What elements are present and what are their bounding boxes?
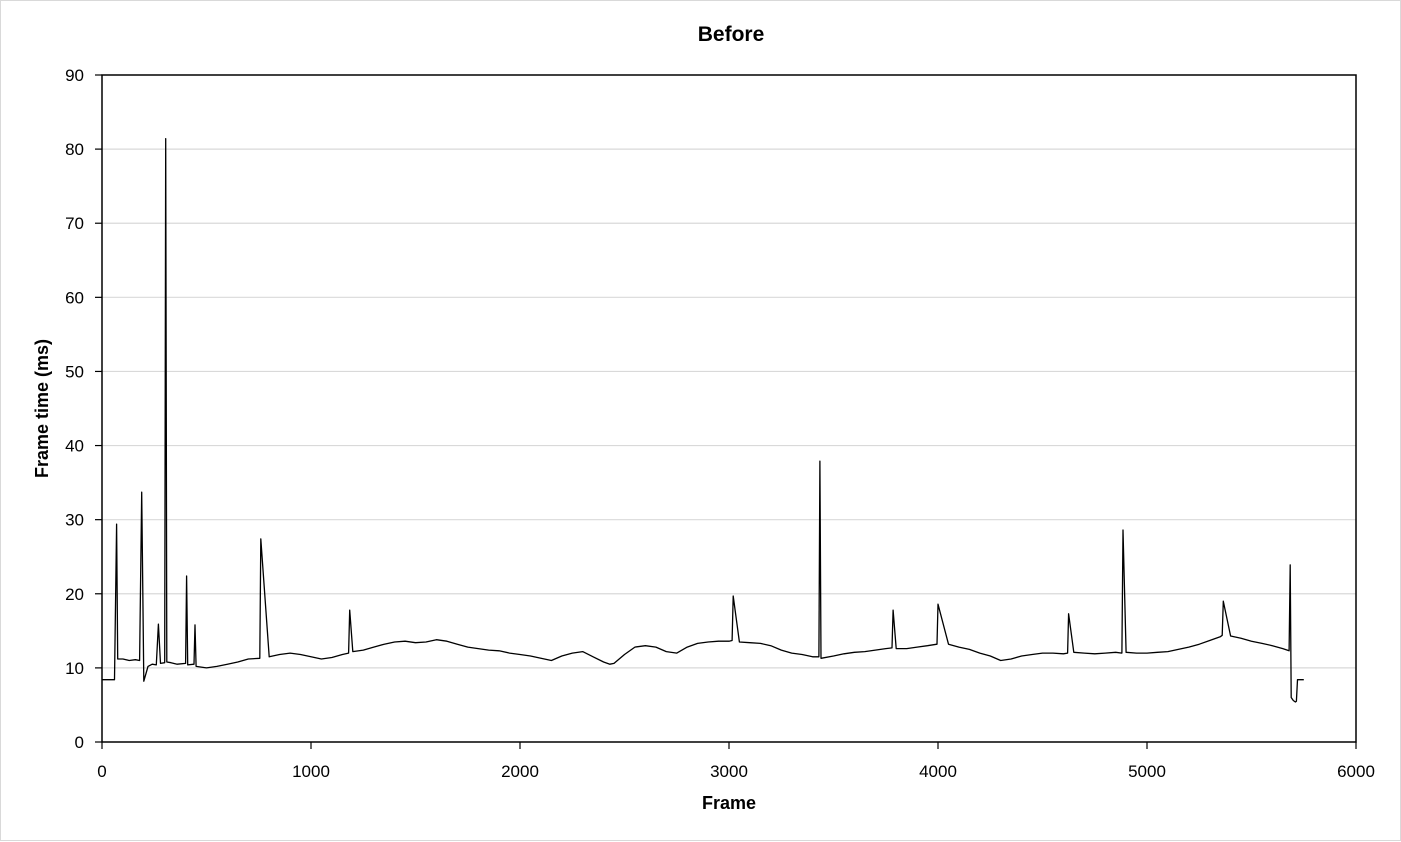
y-axis-title: Frame time (ms) [32, 339, 52, 478]
x-axis-title: Frame [702, 793, 756, 813]
x-tick-label: 6000 [1337, 762, 1375, 781]
y-axis-ticks: 0 10 20 30 40 50 60 70 80 90 [65, 66, 102, 752]
y-tick-label: 70 [65, 214, 84, 233]
x-tick-label: 2000 [501, 762, 539, 781]
y-tick-label: 60 [65, 288, 84, 307]
y-tick-label: 80 [65, 140, 84, 159]
grid-layer [102, 148, 1356, 669]
y-tick-label: 50 [65, 362, 84, 381]
y-tick-label: 20 [65, 585, 84, 604]
y-tick-label: 90 [65, 66, 84, 85]
series-layer [102, 138, 1304, 703]
y-tick-label: 0 [75, 733, 84, 752]
series-line [102, 138, 1304, 703]
plot-area-border [101, 74, 1357, 743]
y-tick-label: 10 [65, 659, 84, 678]
x-axis-ticks: 0 1000 2000 3000 4000 5000 6000 [97, 742, 1375, 781]
x-tick-label: 3000 [710, 762, 748, 781]
x-tick-label: 0 [97, 762, 106, 781]
chart-title: Before [698, 23, 765, 46]
x-tick-label: 1000 [292, 762, 330, 781]
x-tick-label: 5000 [1128, 762, 1166, 781]
y-tick-label: 30 [65, 511, 84, 530]
x-tick-label: 4000 [919, 762, 957, 781]
y-tick-label: 40 [65, 437, 84, 456]
